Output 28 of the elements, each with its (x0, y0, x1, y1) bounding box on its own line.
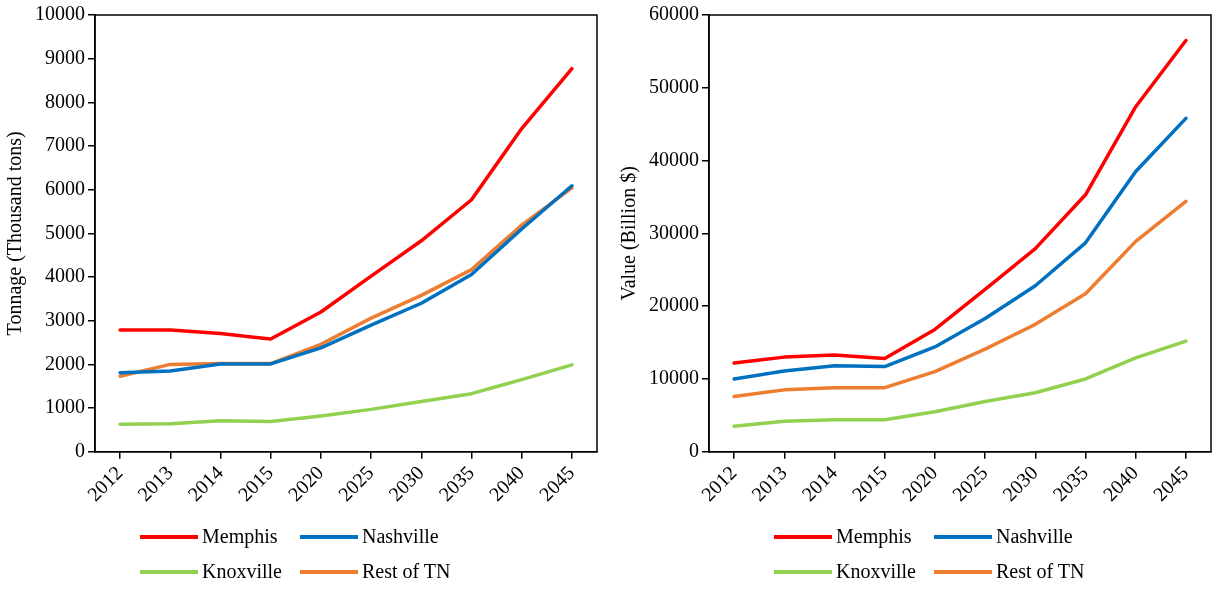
legend-label: Nashville (362, 525, 439, 548)
legend-label: Knoxville (836, 560, 916, 583)
y-tick-label: 0 (75, 439, 85, 461)
y-tick-label: 8000 (45, 89, 85, 112)
y-tick-label: 0 (689, 439, 699, 461)
y-axis-title: Value (Billion $) (617, 166, 641, 301)
legend-label: Memphis (836, 525, 912, 548)
y-tick-label: 7000 (45, 133, 85, 156)
y-tick-label: 2000 (45, 351, 85, 374)
legend-label: Rest of TN (362, 560, 451, 583)
y-tick-label: 4000 (45, 264, 85, 287)
y-tick-label: 1000 (45, 395, 85, 418)
y-tick-label: 10000 (35, 2, 85, 25)
y-tick-label: 3000 (45, 307, 85, 330)
y-tick-label: 30000 (649, 220, 699, 243)
y-tick-label: 20000 (649, 293, 699, 316)
y-tick-label: 60000 (649, 2, 699, 25)
y-tick-label: 50000 (649, 75, 699, 98)
legend-label: Nashville (996, 525, 1073, 548)
y-tick-label: 6000 (45, 176, 85, 199)
y-tick-label: 9000 (45, 45, 85, 68)
legend-label: Memphis (202, 525, 278, 548)
y-tick-label: 5000 (45, 220, 85, 243)
y-tick-label: 10000 (649, 366, 699, 389)
y-axis-title: Tonnage (Thousand tons) (3, 131, 27, 336)
legend-label: Rest of TN (996, 560, 1085, 583)
legend-label: Knoxville (202, 560, 282, 583)
y-tick-label: 40000 (649, 147, 699, 170)
